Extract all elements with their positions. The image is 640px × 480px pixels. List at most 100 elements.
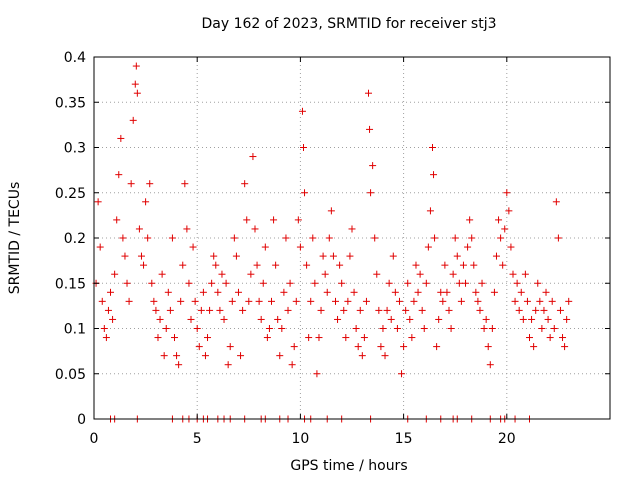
data-point	[530, 343, 538, 351]
data-point	[484, 343, 492, 351]
data-point	[152, 306, 160, 314]
data-point	[449, 270, 457, 278]
data-point	[420, 325, 428, 332]
data-point	[366, 125, 374, 133]
data-point	[526, 334, 534, 342]
data-point	[418, 306, 426, 314]
data-point	[534, 279, 542, 287]
data-point	[241, 180, 249, 188]
data-point	[426, 207, 434, 215]
data-point	[115, 171, 123, 179]
data-point	[515, 306, 523, 314]
data-point	[336, 261, 344, 269]
data-point	[199, 288, 207, 296]
data-point	[259, 279, 267, 287]
y-axis-label: SRMTID / TECUs	[7, 182, 23, 295]
y-tick-label: 0.05	[55, 367, 86, 383]
data-point	[476, 306, 484, 314]
data-point	[395, 297, 403, 305]
data-point	[299, 144, 307, 151]
data-point	[464, 243, 472, 251]
x-tick-label: 15	[395, 431, 413, 447]
data-point	[296, 243, 304, 251]
data-point	[408, 334, 416, 342]
data-point	[340, 306, 348, 314]
data-point	[430, 171, 438, 179]
data-point	[389, 252, 397, 260]
data-point	[204, 334, 212, 342]
data-point	[239, 306, 247, 314]
data-point	[387, 315, 395, 323]
y-axis: 0 0.05 0.1 0.15 0.2 0.25 0.3 0.35 0.4	[55, 50, 610, 428]
data-point	[350, 288, 358, 296]
data-point	[100, 325, 108, 332]
data-point	[511, 297, 519, 305]
y-tick-label: 0	[77, 412, 86, 428]
data-point	[398, 370, 406, 378]
data-point	[261, 243, 269, 251]
data-point	[247, 270, 255, 278]
data-point	[519, 315, 527, 323]
data-point	[354, 343, 362, 351]
data-point	[298, 107, 306, 115]
series-srmtid	[92, 62, 573, 423]
data-point	[550, 325, 558, 332]
data-point	[412, 261, 420, 269]
data-point	[263, 334, 271, 342]
data-point	[189, 243, 197, 251]
data-point	[565, 297, 573, 305]
data-point	[276, 352, 284, 360]
data-point	[119, 234, 127, 242]
data-point	[127, 180, 135, 188]
data-point	[559, 334, 567, 342]
data-point	[245, 297, 253, 305]
data-point	[288, 361, 296, 369]
data-point	[561, 343, 569, 351]
data-point	[459, 261, 467, 269]
data-point	[104, 306, 112, 314]
data-point	[400, 343, 408, 351]
data-point	[422, 279, 430, 287]
data-point	[237, 352, 245, 360]
data-point	[224, 361, 232, 369]
data-point	[331, 297, 339, 305]
data-point	[338, 279, 346, 287]
x-axis: 0 5 10 15 20	[90, 57, 516, 447]
data-point	[513, 279, 521, 287]
data-point	[344, 297, 352, 305]
data-point	[270, 216, 278, 224]
data-point	[521, 270, 529, 278]
data-point	[197, 306, 205, 314]
data-point	[208, 279, 216, 287]
data-point	[319, 252, 327, 260]
data-point	[367, 189, 375, 197]
data-point	[251, 225, 259, 233]
data-point	[441, 261, 449, 269]
data-point	[129, 116, 137, 124]
data-point	[362, 297, 370, 305]
data-point	[160, 352, 168, 360]
data-point	[109, 315, 117, 323]
data-point	[334, 315, 342, 323]
y-tick-label: 0.4	[64, 50, 86, 66]
data-point	[323, 288, 331, 296]
data-point	[137, 252, 145, 260]
data-point	[451, 234, 459, 242]
data-point	[150, 297, 158, 305]
data-point	[554, 234, 562, 242]
data-point	[303, 261, 311, 269]
data-point	[404, 279, 412, 287]
data-point	[243, 216, 251, 224]
data-point	[131, 80, 139, 88]
y-tick-label: 0.1	[64, 322, 86, 338]
data-point	[222, 279, 230, 287]
data-point	[548, 297, 556, 305]
data-point	[195, 343, 203, 351]
data-point	[125, 297, 133, 305]
data-point	[301, 189, 309, 197]
data-point	[474, 297, 482, 305]
data-point	[466, 216, 474, 224]
data-point	[327, 207, 335, 215]
data-point	[96, 243, 104, 251]
